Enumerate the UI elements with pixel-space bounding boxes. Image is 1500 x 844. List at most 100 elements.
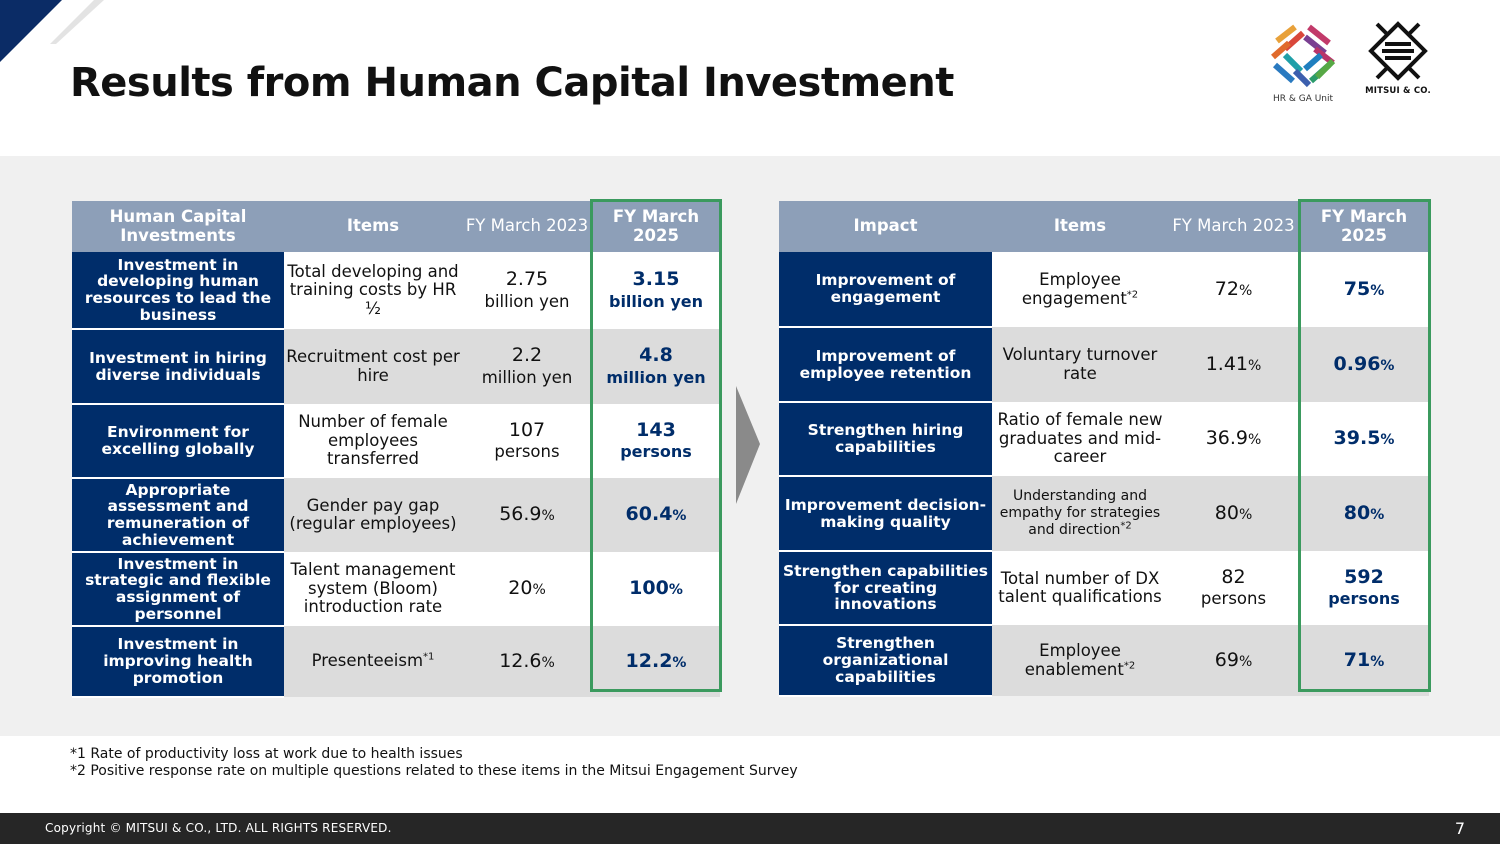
column-header: Impact (779, 201, 992, 252)
table-row: Improvement decision-making quality Unde… (779, 476, 1429, 552)
value: 0.96 (1333, 352, 1381, 375)
column-header: FY March 2023 (462, 201, 592, 252)
fy2023-cell: 20% (462, 552, 592, 626)
unit: % (1370, 653, 1385, 670)
footnote-marker: *1 (423, 651, 435, 663)
unit: % (1238, 282, 1253, 299)
row-category: Appropriate assessment and remuneration … (72, 478, 284, 553)
row-category: Improvement of employee retention (779, 327, 992, 403)
value: 143 (636, 418, 676, 441)
row-category: Strengthen capabilities for creating inn… (779, 551, 992, 626)
value: 56.9 (499, 503, 542, 526)
unit: million yen (481, 367, 573, 387)
fy2023-cell: 2.75 billion yen (462, 252, 592, 329)
fy2025-cell: 0.96% (1299, 327, 1429, 402)
footnote-marker: *2 (1126, 289, 1139, 300)
item-text: Employee engagement (1021, 270, 1127, 308)
column-header: FY March 2023 (1168, 201, 1299, 252)
table-row: Strengthen hiring capabilities Ratio of … (779, 402, 1429, 477)
fy2023-cell: 72% (1168, 252, 1299, 327)
mitsui-logo-mark (1368, 21, 1428, 81)
page-title: Results from Human Capital Investment (70, 60, 954, 106)
hr-ga-unit-label: HR & GA Unit (1272, 94, 1334, 104)
unit: % (1248, 357, 1262, 374)
unit: % (668, 582, 683, 599)
fy2023-cell: 12.6% (462, 626, 592, 697)
chevron-right-icon (736, 386, 760, 504)
table-header-row: Human Capital Investments Items FY March… (72, 201, 720, 252)
table-row: Improvement of employee retention Volunt… (779, 327, 1429, 403)
fy2025-cell: 80% (1299, 476, 1429, 551)
unit: persons (1328, 589, 1400, 608)
fy2023-cell: 69% (1168, 625, 1299, 696)
unit: % (672, 654, 687, 671)
fy2025-cell: 12.2% (592, 626, 720, 697)
fy2025-cell: 71% (1299, 625, 1429, 696)
copyright-text: Copyright © MITSUI & CO., LTD. ALL RIGHT… (45, 821, 392, 835)
fy2025-cell: 60.4% (592, 478, 720, 552)
footnote-1: *1 Rate of productivity loss at work due… (70, 746, 463, 762)
unit: % (1370, 506, 1385, 523)
row-category: Environment for excelling globally (72, 404, 284, 479)
value: 71 (1343, 648, 1371, 671)
fy2025-cell: 4.8 million yen (592, 329, 720, 404)
human-capital-investments-table: Human Capital Investments Items FY March… (72, 201, 720, 698)
fy2025-cell: 592 persons (1299, 551, 1429, 625)
value: 107 (508, 418, 546, 441)
unit: % (532, 582, 546, 599)
mitsui-logo: MITSUI & CO. (1362, 18, 1434, 96)
value: 39.5 (1333, 427, 1381, 450)
value: 69 (1214, 648, 1239, 671)
column-header: FY March 2025 (592, 201, 720, 252)
item-text: Employee enablement (1024, 641, 1124, 679)
fy2025-cell: 100% (592, 552, 720, 626)
unit: % (1370, 282, 1385, 299)
unit: million yen (606, 367, 706, 387)
table-row: Investment in developing human resources… (72, 252, 720, 330)
fy2023-cell: 36.9% (1168, 402, 1299, 476)
mitsui-label: MITSUI & CO. (1365, 86, 1431, 96)
fy2023-cell: 56.9% (462, 478, 592, 552)
unit: % (541, 654, 555, 671)
item-cell: Employee enablement*2 (992, 625, 1168, 696)
row-category: Investment in hiring diverse individuals (72, 329, 284, 405)
value: 1.41 (1205, 352, 1248, 375)
item-text: Presenteeism (311, 651, 424, 671)
fy2025-cell: 39.5% (1299, 402, 1429, 476)
corner-stripe-decoration (0, 0, 104, 78)
column-header: FY March 2025 (1299, 201, 1429, 252)
unit: % (1238, 506, 1253, 523)
footnote-marker: *2 (1123, 660, 1136, 671)
item-cell: Gender pay gap (regular employees) (284, 478, 462, 552)
fy2025-cell: 143 persons (592, 404, 720, 478)
row-category: Improvement of engagement (779, 252, 992, 328)
value: 82 (1221, 565, 1246, 588)
value: 2.75 (505, 268, 549, 291)
fy2023-cell: 1.41% (1168, 327, 1299, 402)
unit: % (1238, 653, 1253, 670)
item-cell: Recruitment cost per hire (284, 329, 462, 404)
table-row: Improvement of engagement Employee engag… (779, 252, 1429, 328)
fy2023-cell: 2.2 million yen (462, 329, 592, 404)
impact-table: Impact Items FY March 2023 FY March 2025… (779, 201, 1429, 697)
unit: persons (1200, 589, 1267, 608)
value: 75 (1343, 277, 1371, 300)
unit: % (541, 508, 555, 525)
footer-bar: Copyright © MITSUI & CO., LTD. ALL RIGHT… (0, 813, 1500, 844)
footnotes: *1 Rate of productivity loss at work due… (70, 746, 798, 780)
table-row: Strengthen organizational capabilities E… (779, 625, 1429, 697)
row-category: Investment in improving health promotion (72, 626, 284, 698)
unit: billion yen (484, 291, 570, 311)
fy2023-cell: 107 persons (462, 404, 592, 478)
fy2023-cell: 82 persons (1168, 551, 1299, 625)
table-row: Environment for excelling globally Numbe… (72, 404, 720, 479)
row-category: Investment in developing human resources… (72, 252, 284, 330)
value: 80 (1214, 501, 1239, 524)
column-header: Items (992, 201, 1168, 252)
hr-ga-unit-logo-mark (1271, 24, 1336, 88)
unit: persons (494, 442, 560, 461)
fy2025-cell: 75% (1299, 252, 1429, 327)
value: 2.2 (511, 344, 543, 367)
value: 592 (1344, 565, 1384, 588)
value: 80 (1343, 501, 1371, 524)
